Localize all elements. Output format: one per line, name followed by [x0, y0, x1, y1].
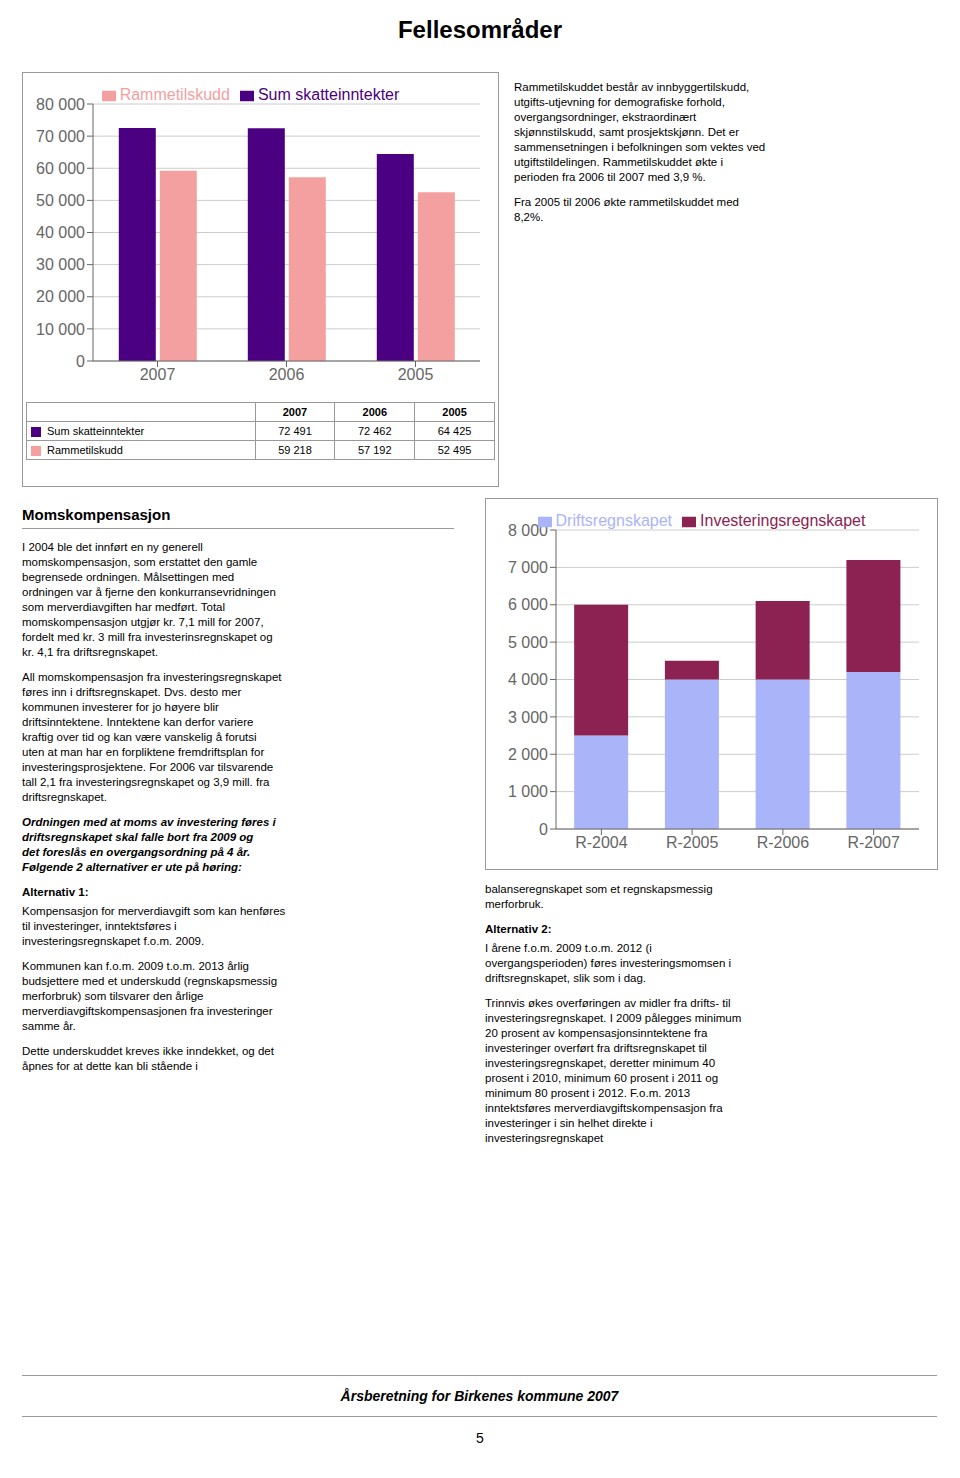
html-text:I 2004 ble det innført en ny g: I 2004 ble det innført en ny generell mo…	[22, 541, 276, 658]
svg-text:4 000: 4 000	[508, 671, 548, 688]
html-text:64 425: 64 425	[437, 425, 472, 437]
svg-text:30 000: 30 000	[36, 256, 85, 273]
html-text:72 491: 72 491	[278, 425, 312, 437]
html-text:57 192: 57 192	[358, 444, 392, 457]
svg-text:1 000: 1 000	[508, 783, 548, 800]
html-text:Kompensasjon for merverdiavgif: Kompensasjon for merverdiavgift som kan …	[22, 905, 286, 947]
html-text:2006: 2006	[362, 406, 387, 418]
svg-text:7 000: 7 000	[508, 559, 548, 576]
html-text:Sum skatteinntekter: Sum skatteinntekter	[47, 425, 145, 437]
svg-text:70 000: 70 000	[36, 128, 85, 145]
html-text:52 495: 52 495	[437, 444, 472, 457]
html-text:balanseregnskapet som et regns: balanseregnskapet som et regnskapsmessig…	[485, 883, 713, 910]
html-text:Alternativ 1:: Alternativ 1:	[22, 886, 89, 898]
html-text:59 218: 59 218	[278, 444, 312, 457]
svg-text:3 000: 3 000	[508, 709, 548, 726]
svg-text:R-2005: R-2005	[666, 834, 719, 851]
html-text:All momskompensasjon fra inves: All momskompensasjon fra investeringsreg…	[22, 671, 282, 803]
html-text:Driftsregnskapet: Driftsregnskapet	[555, 512, 672, 529]
html-text:Fellesområder: Fellesområder	[398, 16, 562, 43]
svg-text:50 000: 50 000	[36, 192, 85, 209]
html-text:2005: 2005	[442, 406, 467, 418]
html-text:Kommunen kan f.o.m. 2009 t.o.m: Kommunen kan f.o.m. 2009 t.o.m. 2013 årl…	[22, 960, 278, 1032]
html-text:Fra 2005 til 2006 økte rammeti: Fra 2005 til 2006 økte rammetilskuddet m…	[514, 196, 739, 223]
svg-text:0: 0	[76, 353, 85, 370]
html-text:Rammetilskudd: Rammetilskudd	[47, 444, 123, 457]
svg-text:8 000: 8 000	[508, 522, 548, 539]
svg-text:R-2007: R-2007	[847, 834, 900, 851]
svg-text:40 000: 40 000	[36, 224, 85, 241]
svg-text:R-2006: R-2006	[757, 834, 810, 851]
html-text:Investeringsregnskapet: Investeringsregnskapet	[700, 512, 866, 529]
html-text:Sum skatteinntekter: Sum skatteinntekter	[257, 86, 400, 103]
html-text:I årene f.o.m. 2009 t.o.m. 201: I årene f.o.m. 2009 t.o.m. 2012 (i overg…	[485, 942, 732, 984]
svg-text:5 000: 5 000	[508, 634, 548, 651]
svg-text:80 000: 80 000	[36, 96, 85, 113]
svg-text:R-2004: R-2004	[575, 834, 628, 851]
html-text:Årsberetning for Birkenes komm: Årsberetning for Birkenes kommune 2007	[340, 1388, 619, 1404]
html-text:2007: 2007	[282, 406, 308, 418]
svg-text:0: 0	[539, 821, 548, 838]
svg-text:2007: 2007	[140, 366, 176, 383]
html-text:72 462: 72 462	[358, 425, 392, 437]
svg-text:2005: 2005	[398, 366, 434, 383]
svg-text:10 000: 10 000	[36, 321, 85, 338]
svg-text:60 000: 60 000	[36, 160, 85, 177]
html-text:Momskompensasjon: Momskompensasjon	[22, 505, 171, 523]
html-text:Alternativ 2:: Alternativ 2:	[485, 923, 552, 935]
html-text:Ordningen med at moms av inves: Ordningen med at moms av investering før…	[22, 816, 276, 873]
html-text:Dette underskuddet kreves ikke: Dette underskuddet kreves ikke inndekket…	[22, 1045, 274, 1072]
svg-text:6 000: 6 000	[508, 596, 548, 613]
svg-text:2006: 2006	[269, 366, 305, 383]
svg-text:20 000: 20 000	[36, 288, 85, 305]
svg-text:2 000: 2 000	[508, 746, 548, 763]
html-text:5: 5	[476, 1430, 484, 1446]
html-text:Rammetilskudd: Rammetilskudd	[119, 86, 230, 103]
html-text:Trinnvis økes overføringen av: Trinnvis økes overføringen av midler fra…	[485, 997, 742, 1144]
html-text:Rammetilskuddet består av innb: Rammetilskuddet består av innbyggertilsk…	[514, 81, 766, 183]
